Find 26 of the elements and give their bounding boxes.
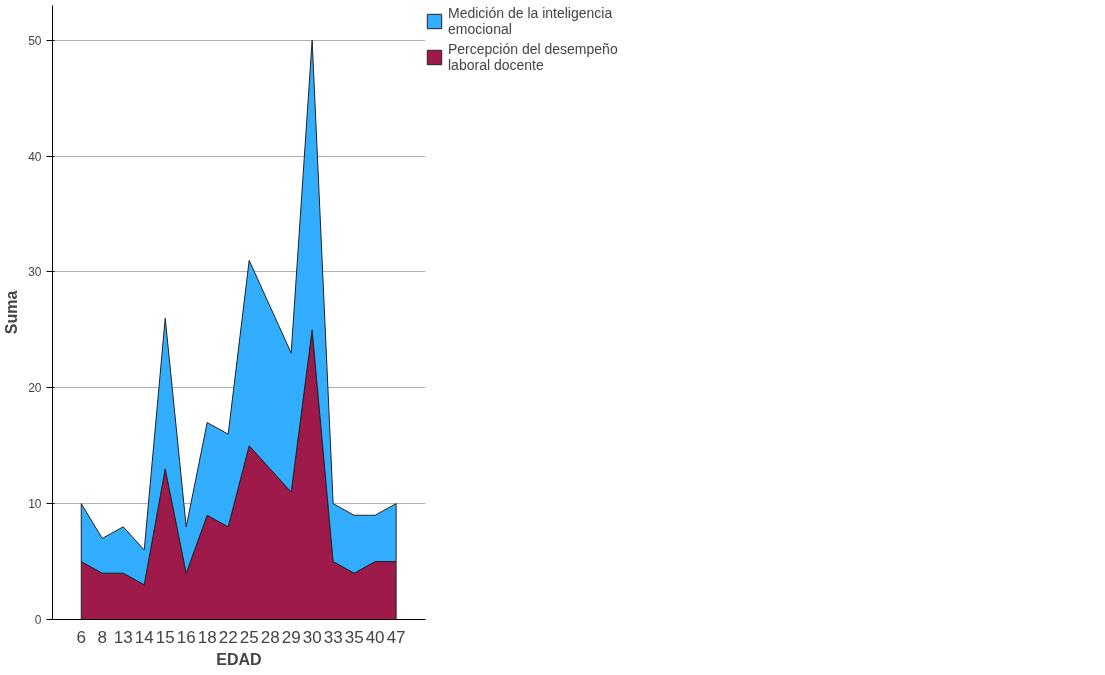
x-tick-label: 8	[97, 627, 107, 647]
x-tick-label: 33	[323, 627, 343, 647]
x-tick-label: 6	[76, 627, 86, 647]
x-tick-label: 13	[113, 627, 133, 647]
y-tick-label: 10	[28, 497, 42, 512]
x-tick-label: 29	[281, 627, 301, 647]
y-tick-label: 20	[28, 381, 42, 396]
legend-label: Percepción del desempeño laboral docente	[448, 41, 618, 73]
y-tick-label: 30	[28, 265, 42, 280]
x-tick-label: 30	[302, 627, 322, 647]
x-axis-title: EDAD	[216, 650, 262, 668]
y-axis-title: Suma	[3, 290, 21, 335]
x-tick-label: 28	[260, 627, 280, 647]
y-tick-label: 0	[34, 613, 42, 627]
x-tick-label: 14	[134, 627, 154, 647]
x-tick-label: 16	[176, 627, 196, 647]
x-tick-label: 18	[197, 627, 217, 647]
x-tick-label: 40	[365, 627, 385, 647]
x-tick-label: 47	[386, 627, 406, 647]
x-tick-label: 22	[218, 627, 238, 647]
y-tick-label: 40	[28, 149, 42, 164]
x-tick-label: 15	[155, 627, 175, 647]
legend-label: Medición de la inteligencia emocional	[448, 5, 613, 37]
x-tick-label: 35	[344, 627, 364, 647]
y-tick-label: 50	[28, 33, 42, 48]
x-tick-label: 25	[239, 627, 259, 647]
